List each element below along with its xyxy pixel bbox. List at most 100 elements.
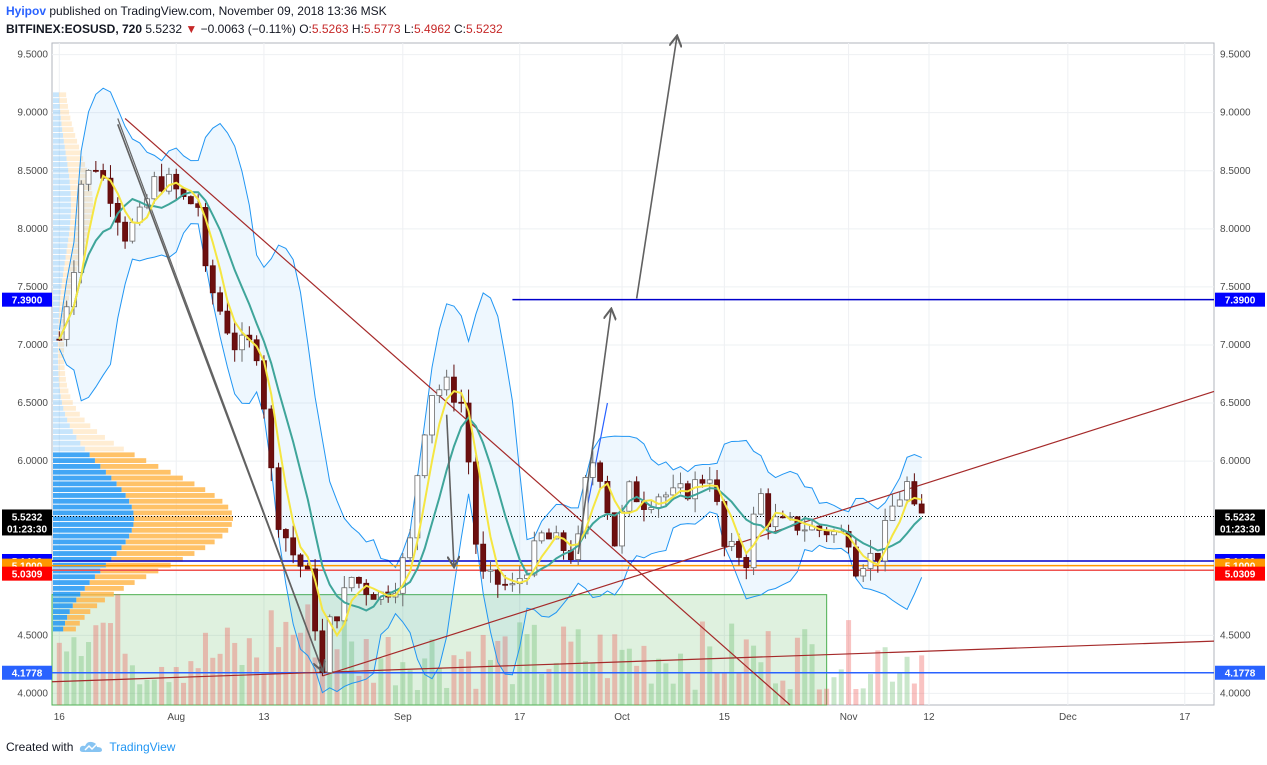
candle-body [538,532,545,542]
high-value: 5.5773 [363,22,401,36]
profile-bar-down [94,574,147,580]
right-price-axis[interactable]: 9.5000 9.0000 8.5000 8.0000 7.5000 7.0000 6.50… [1220,50,1251,700]
profile-bar-up [53,196,71,202]
profile-bar-down [66,249,84,254]
volume-bar [356,675,362,705]
profile-bar-up [53,260,65,266]
volume-bar [173,667,179,705]
volume-bar [626,648,632,705]
profile-bar-down [59,388,69,394]
footer: Created with TradingView [6,740,175,754]
profile-bar-up [53,167,69,173]
profile-bar-down [84,446,124,452]
profile-bar-up [53,336,59,342]
y-tick-label: 4.5000 [17,630,48,641]
candle-body [589,462,596,478]
volume-bar [290,634,296,705]
candle-body [743,557,750,569]
publish-header: Hyipov published on TradingView.com, Nov… [6,4,387,18]
candle-body [297,554,304,567]
profile-bar-up [53,434,77,440]
volume-bar [721,673,727,705]
y-tick-label: 8.5000 [1220,166,1251,177]
volume-bar [224,627,230,705]
volume-bar [794,637,800,705]
tradingview-brand[interactable]: TradingView [109,740,176,754]
volume-bar [436,667,442,705]
profile-bar-down [72,429,98,434]
volume-bar [159,666,165,705]
profile-bar-up [53,307,60,313]
profile-bar-up [53,243,68,249]
candle-body [458,401,465,404]
profile-bar-down [116,481,195,487]
candle-body [202,207,209,267]
drawn-arrows [117,37,677,670]
profile-bar-down [58,318,66,324]
candle-body [275,467,282,530]
profile-bar-down [121,487,206,493]
profile-bar-up [53,545,122,551]
candle-body [494,569,501,585]
candle-body [312,568,318,632]
price-label-text: 4.1778 [1225,669,1256,680]
price-label-box [2,566,52,581]
profile-bar-up [53,533,130,539]
candle-body [487,569,494,572]
volume-bar [678,653,684,705]
volume-bar [729,623,735,705]
profile-bar-down [67,417,85,423]
profile-bar-down [111,556,183,562]
profile-bar-up [53,464,101,469]
profile-bar-up [53,231,70,237]
profile-bar-down [58,92,67,98]
close-value: 5.5232 [466,22,503,36]
last-price: 5.5232 [145,22,183,36]
candle-body [896,499,903,507]
profile-bar-down [64,144,80,150]
volume-bar [188,661,194,705]
candle-body [122,221,128,242]
author-name[interactable]: Hyipov [6,4,47,18]
profile-bar-up [53,614,68,620]
left-price-axis[interactable]: 9.5000 9.0000 8.5000 8.0000 7.5000 7.0000 6.50… [17,50,48,700]
price-label-box [1215,292,1265,307]
profile-bar-down [129,533,223,539]
profile-bar-up [53,173,70,179]
profile-bar-down [67,614,85,620]
upper-band [58,87,922,569]
time-axis[interactable]: 16 Aug 13 Sep 17 Oct 15 Nov 12 Dec 17 [54,712,1191,723]
volume-bar [751,645,757,705]
y-tick-label: 7.5000 [17,282,48,293]
profile-bar-up [53,481,117,487]
highlight-box [51,594,828,706]
volume-bar [889,681,895,705]
profile-bar-down [131,504,229,510]
candle-body [911,481,918,505]
profile-bar-down [80,440,114,446]
x-tick-label: Nov [840,712,858,723]
x-tick-label: 17 [514,712,526,723]
candle-body [268,408,275,469]
volume-bar [546,668,552,705]
profile-bar-down [63,626,76,632]
candle-body [531,540,538,576]
profile-bar-down [61,400,73,405]
profile-bar-up [53,225,70,231]
profile-bar-up [53,376,59,382]
x-tick-label: 12 [923,712,935,723]
volume-bar [444,687,450,705]
profile-bar-down [59,301,68,307]
volume-bar [582,661,588,705]
profile-bar-up [53,487,122,493]
profile-bar-down [76,434,105,440]
volume-bar [838,669,844,705]
volume-bar [846,620,852,705]
volume-bar [882,647,888,705]
y-tick-label: 4.5000 [1220,630,1251,641]
profile-bar-down [105,469,171,475]
profile-bar-down [134,516,233,522]
drawn-arrow [445,414,454,566]
volume-bar [268,610,274,705]
